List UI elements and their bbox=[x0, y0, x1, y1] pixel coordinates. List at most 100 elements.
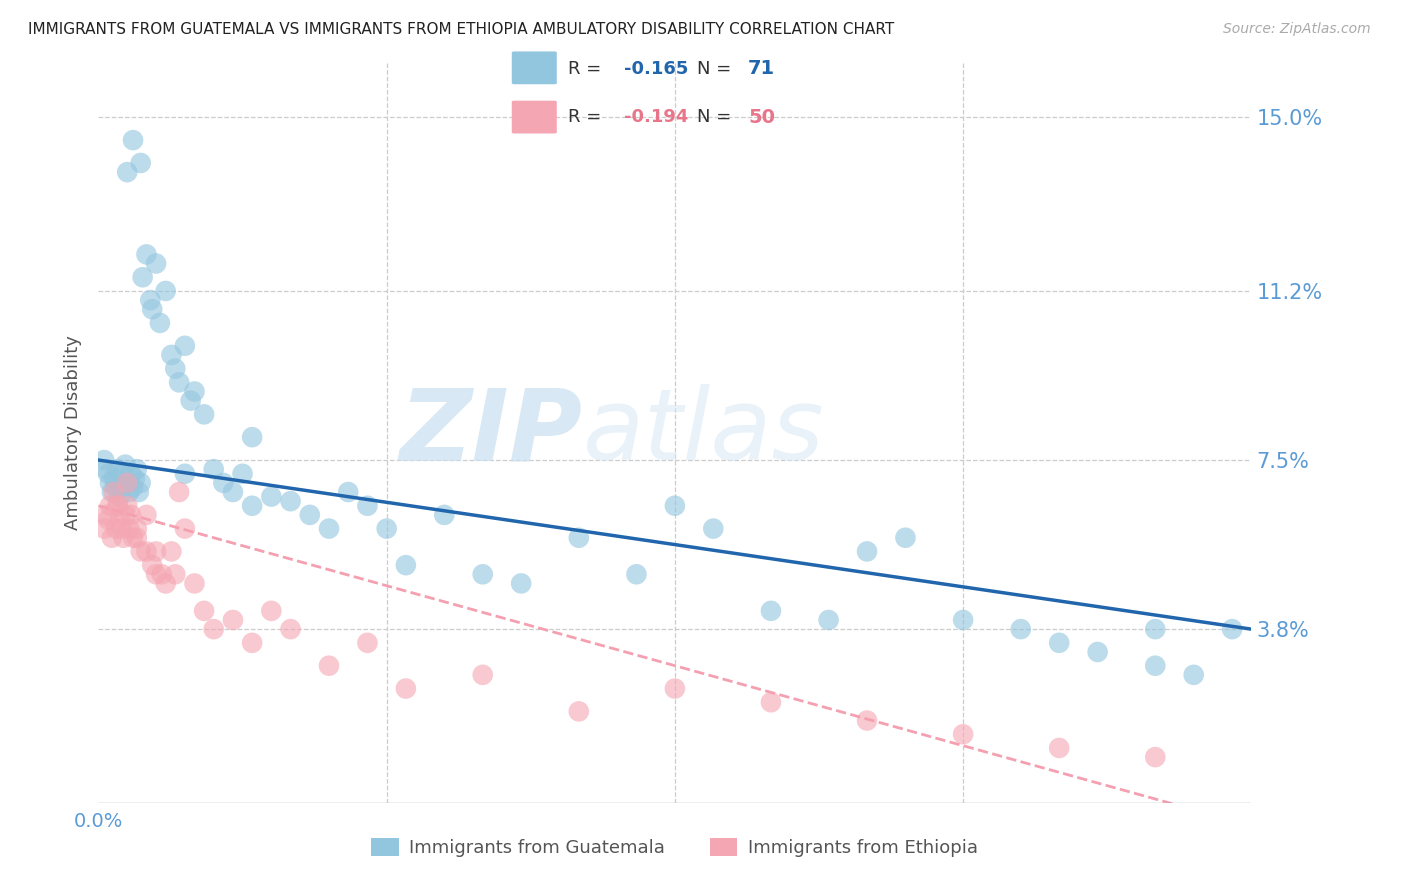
Point bbox=[193, 604, 215, 618]
Point bbox=[298, 508, 321, 522]
Point bbox=[122, 480, 145, 494]
Point bbox=[280, 494, 302, 508]
Text: atlas: atlas bbox=[582, 384, 824, 481]
Point bbox=[664, 499, 686, 513]
Point bbox=[125, 522, 148, 536]
Point bbox=[101, 531, 124, 545]
Point bbox=[135, 544, 157, 558]
Point bbox=[118, 485, 141, 500]
Point bbox=[107, 499, 129, 513]
Point bbox=[337, 485, 360, 500]
Point bbox=[1220, 622, 1243, 636]
Point bbox=[759, 604, 782, 618]
Point bbox=[120, 467, 142, 481]
Point bbox=[165, 567, 187, 582]
Point bbox=[117, 475, 139, 490]
Point bbox=[112, 531, 135, 545]
Point bbox=[471, 668, 494, 682]
Point bbox=[702, 522, 724, 536]
Point bbox=[110, 522, 132, 536]
Point bbox=[356, 636, 378, 650]
Point bbox=[318, 522, 340, 536]
Point bbox=[894, 531, 917, 545]
Point bbox=[120, 508, 142, 522]
Point bbox=[1047, 741, 1070, 756]
Point bbox=[108, 512, 131, 526]
Point bbox=[141, 302, 163, 317]
FancyBboxPatch shape bbox=[512, 101, 557, 134]
Point bbox=[122, 531, 145, 545]
Point bbox=[101, 485, 124, 500]
Point bbox=[1047, 636, 1070, 650]
Point bbox=[165, 361, 187, 376]
Point bbox=[150, 567, 173, 582]
Point bbox=[395, 681, 418, 696]
Text: ZIP: ZIP bbox=[399, 384, 582, 481]
Point bbox=[356, 499, 378, 513]
Point bbox=[183, 384, 205, 399]
Point bbox=[155, 284, 177, 298]
Legend: Immigrants from Guatemala, Immigrants from Ethiopia: Immigrants from Guatemala, Immigrants fr… bbox=[364, 830, 986, 864]
Point bbox=[167, 485, 190, 500]
Point bbox=[952, 613, 974, 627]
Point bbox=[117, 475, 139, 490]
Point bbox=[128, 485, 150, 500]
Point bbox=[183, 576, 205, 591]
Point bbox=[135, 247, 157, 261]
Point bbox=[139, 293, 162, 307]
Text: 50: 50 bbox=[748, 108, 775, 127]
Point bbox=[510, 576, 533, 591]
Point bbox=[174, 467, 197, 481]
Point bbox=[231, 467, 254, 481]
Point bbox=[117, 499, 139, 513]
Point bbox=[118, 522, 141, 536]
Point bbox=[103, 471, 125, 485]
Point bbox=[104, 522, 127, 536]
Point bbox=[108, 490, 131, 504]
Point bbox=[149, 316, 172, 330]
Text: 71: 71 bbox=[748, 60, 775, 78]
Y-axis label: Ambulatory Disability: Ambulatory Disability bbox=[65, 335, 83, 530]
Point bbox=[240, 430, 263, 444]
Point bbox=[93, 522, 115, 536]
Point bbox=[145, 256, 167, 270]
Point bbox=[1087, 645, 1109, 659]
Point bbox=[160, 544, 183, 558]
Point bbox=[759, 695, 782, 709]
Point bbox=[240, 499, 263, 513]
Point bbox=[122, 133, 145, 147]
Point bbox=[1182, 668, 1205, 682]
Point bbox=[568, 705, 591, 719]
Point bbox=[375, 522, 398, 536]
Point bbox=[114, 508, 136, 522]
Point bbox=[174, 522, 197, 536]
Point bbox=[471, 567, 494, 582]
Point bbox=[129, 156, 152, 170]
Point bbox=[129, 544, 152, 558]
Point bbox=[103, 485, 125, 500]
Point bbox=[145, 544, 167, 558]
Point bbox=[93, 453, 115, 467]
Point bbox=[202, 622, 225, 636]
Point bbox=[280, 622, 302, 636]
Point bbox=[114, 458, 136, 472]
Point bbox=[155, 576, 177, 591]
Point bbox=[1144, 622, 1167, 636]
Point bbox=[107, 499, 129, 513]
Point bbox=[626, 567, 648, 582]
Point bbox=[212, 475, 235, 490]
Point bbox=[98, 499, 121, 513]
Point bbox=[94, 462, 117, 476]
Point bbox=[817, 613, 839, 627]
Point bbox=[104, 480, 127, 494]
Point bbox=[856, 544, 879, 558]
Point bbox=[97, 512, 120, 526]
Text: N =: N = bbox=[697, 60, 737, 78]
Point bbox=[107, 462, 129, 476]
Point bbox=[98, 475, 121, 490]
Point bbox=[433, 508, 456, 522]
Point bbox=[110, 480, 132, 494]
Point bbox=[240, 636, 263, 650]
Point bbox=[395, 558, 418, 573]
Point bbox=[145, 567, 167, 582]
